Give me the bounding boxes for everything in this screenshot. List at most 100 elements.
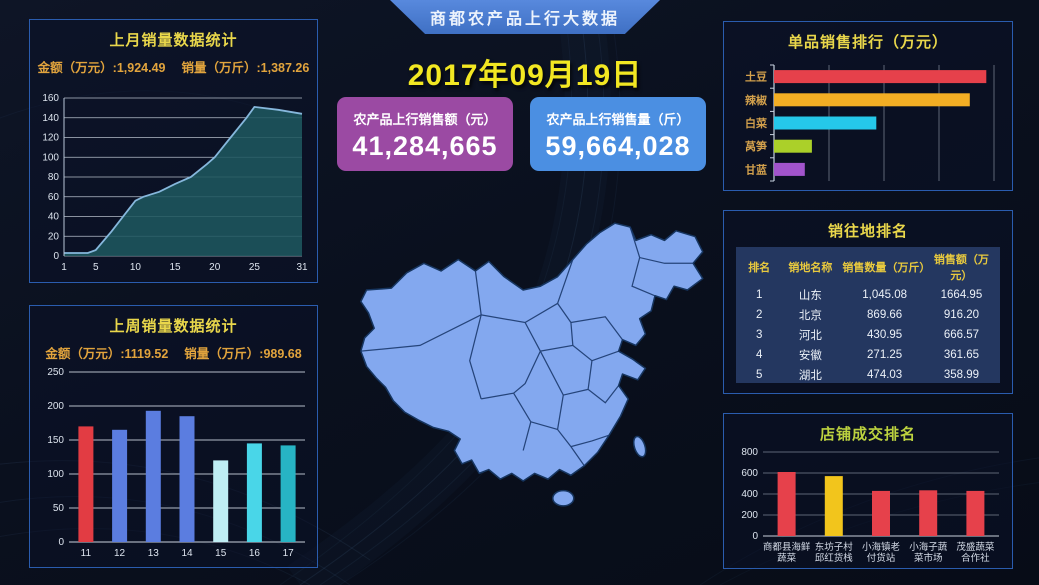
monthly-amount-stat: 金额（万元）:1,924.49: [37, 61, 166, 75]
monthly-area-chart: 0 20 40 60 80 100 120 140 160 1 5 10 15 20 25 31: [34, 90, 312, 281]
product-hbar-chart: 土豆 辣椒 白菜 莴笋 甘蓝: [732, 59, 1006, 192]
svg-text:50: 50: [53, 503, 65, 514]
destination-table-wrap: 排名 销地名称 销售数量（万斤） 销售额（万元） 1 山东 1,045.08 1664.95…: [736, 247, 1000, 383]
table-cell: 1664.95: [940, 289, 983, 301]
table-cell: 1,045.08: [862, 289, 907, 301]
svg-text:莴笋: 莴笋: [745, 139, 767, 153]
bar: [145, 410, 161, 542]
kpi-sales-amount-label: 农产品上行销售额（元）: [353, 112, 497, 127]
svg-text:邱红货栈: 邱红货栈: [815, 552, 854, 564]
svg-text:60: 60: [48, 192, 60, 203]
svg-text:付货站: 付货站: [867, 552, 896, 564]
shop-bar-chart: 0 200 400 600 800 商都县海鲜 蔬菜 东坊子村 邱红货栈 小海镇老 付货站 小海子蔬菜…: [729, 444, 1007, 571]
panel-weekly-title: 上周销量数据统计: [109, 318, 238, 335]
svg-text:25: 25: [249, 262, 261, 273]
bar: [246, 443, 262, 542]
svg-text:80: 80: [48, 172, 60, 183]
header-title: 商都农产品上行大数据: [429, 11, 620, 28]
svg-text:0: 0: [53, 251, 59, 262]
bar: [78, 426, 94, 542]
panel-monthly-sales: 上月销量数据统计 金额（万元）:1,924.49 销量（万斤）:1,387.26…: [29, 19, 318, 283]
kpi-sales-volume-label: 农产品上行销售量（斤）: [546, 112, 690, 127]
hainan-island: [552, 489, 575, 507]
svg-text:150: 150: [47, 435, 64, 446]
svg-text:31: 31: [296, 262, 308, 273]
weekly-amount-stat: 金额（万元）:1119.52: [45, 347, 169, 361]
monthly-volume-stat: 销量（万斤）:1,387.26: [181, 61, 310, 75]
panel-weekly-sales: 上周销量数据统计 金额（万元）:1119.52 销量（万斤）:989.68 0 5…: [29, 305, 318, 568]
svg-text:1: 1: [61, 262, 67, 273]
table-row: 1 山东 1,045.08 1664.95: [740, 285, 996, 305]
monthly-stats: 金额（万元）:1,924.49 销量（万斤）:1,387.26: [30, 57, 317, 76]
table-cell: 358.99: [943, 369, 980, 381]
svg-text:合作社: 合作社: [961, 552, 990, 564]
panel-monthly-title: 上月销量数据统计: [109, 32, 238, 49]
bar: [872, 490, 890, 536]
svg-text:14: 14: [181, 548, 193, 559]
svg-text:茂盛蔬菜: 茂盛蔬菜: [956, 541, 995, 553]
svg-text:800: 800: [741, 447, 758, 458]
table-row: 3 河北 430.95 666.57: [740, 325, 996, 345]
table-cell: 河北: [798, 330, 822, 342]
svg-text:200: 200: [47, 401, 64, 412]
table-header-cell: 排名: [748, 262, 771, 274]
table-cell: 5: [755, 369, 763, 381]
svg-text:5: 5: [93, 262, 99, 273]
svg-text:40: 40: [48, 212, 60, 223]
svg-text:商都县海鲜: 商都县海鲜: [763, 541, 811, 553]
table-cell: 474.03: [867, 369, 903, 381]
svg-text:160: 160: [42, 93, 59, 104]
svg-text:蔬菜: 蔬菜: [777, 552, 797, 564]
bar: [112, 429, 128, 542]
panel-product-ranking: 单品销售排行（万元） 土豆 辣椒 白菜 莴笋 甘蓝: [723, 21, 1013, 191]
svg-text:13: 13: [148, 548, 160, 559]
svg-text:17: 17: [283, 548, 295, 559]
bar: [774, 162, 805, 176]
svg-text:白菜: 白菜: [745, 116, 768, 130]
table-header-cell: 销售数量（万斤）: [842, 262, 931, 274]
panel-shop-title: 店铺成交排名: [819, 426, 916, 443]
panel-shop-ranking: 店铺成交排名 0 200 400 600 800 商都县海鲜 蔬菜 东坊子村 邱红货栈 小海镇老付…: [723, 413, 1013, 569]
kpi-sales-volume-value: 59,664,028: [545, 131, 691, 161]
svg-text:400: 400: [741, 489, 758, 500]
svg-text:250: 250: [47, 367, 64, 378]
panel-product-title: 单品销售排行（万元）: [787, 34, 948, 51]
taiwan-island: [632, 435, 647, 458]
table-cell: 4: [755, 349, 763, 361]
table-cell: 361.65: [943, 349, 980, 361]
header-banner: 商都农产品上行大数据: [390, 0, 660, 34]
panel-destination-ranking: 销往地排名 排名 销地名称 销售数量（万斤） 销售额（万元） 1 山东 1,045.08 1…: [723, 210, 1013, 394]
svg-text:600: 600: [741, 468, 758, 479]
bar: [774, 70, 987, 84]
weekly-volume-stat: 销量（万斤）:989.68: [184, 347, 302, 361]
kpi-sales-amount-value: 41,284,665: [352, 131, 498, 161]
svg-text:0: 0: [58, 537, 64, 548]
svg-text:15: 15: [170, 262, 182, 273]
svg-text:菜市场: 菜市场: [914, 552, 943, 564]
svg-text:0: 0: [752, 531, 758, 542]
bar: [774, 139, 812, 153]
weekly-bar-chart: 0 50 100 150 200 250 11 12 13 14 15 16 17: [35, 364, 313, 567]
bar: [774, 93, 970, 107]
svg-text:东坊子村: 东坊子村: [815, 541, 854, 553]
table-row: 4 安徽 271.25 361.65: [740, 345, 996, 365]
bar: [777, 472, 796, 536]
svg-text:10: 10: [130, 262, 142, 273]
province-borders: [360, 226, 694, 467]
table-header-cell: 销地名称: [788, 262, 833, 274]
weekly-stats: 金额（万元）:1119.52 销量（万斤）:989.68: [30, 343, 317, 362]
destination-table: 排名 销地名称 销售数量（万斤） 销售额（万元） 1 山东 1,045.08 1664.95…: [740, 249, 996, 385]
svg-text:15: 15: [215, 548, 227, 559]
table-cell: 2: [755, 309, 763, 321]
china-map: [360, 222, 704, 507]
bar: [824, 476, 843, 536]
date-display: 2017年09月19日: [407, 59, 643, 92]
table-cell: 869.66: [867, 309, 903, 321]
table-row: 5 湖北 474.03 358.99: [740, 365, 996, 385]
svg-text:小海子蔬: 小海子蔬: [909, 541, 948, 553]
table-cell: 北京: [798, 310, 822, 322]
table-row: 2 北京 869.66 916.20: [740, 305, 996, 325]
svg-text:120: 120: [42, 133, 59, 144]
area-line: [64, 105, 303, 254]
